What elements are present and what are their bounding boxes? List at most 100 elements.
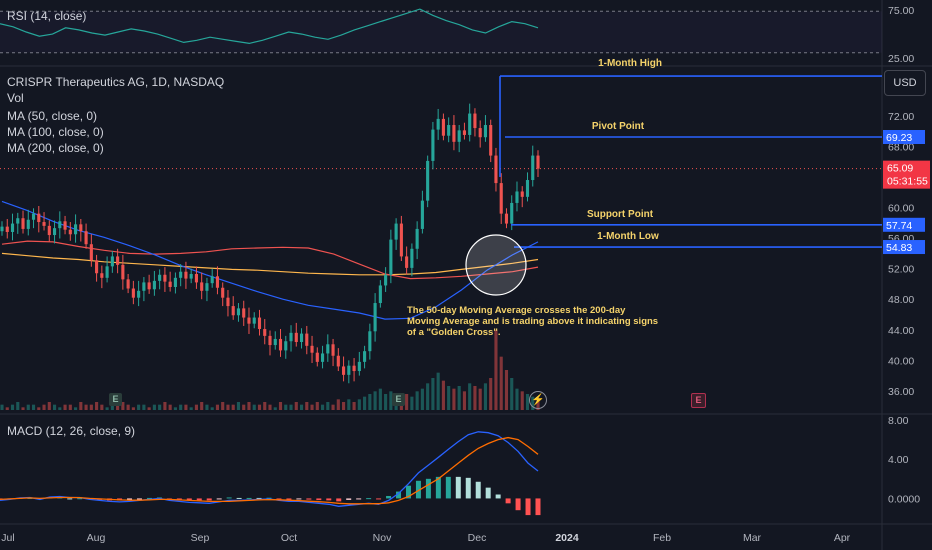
candle-body (52, 228, 57, 236)
volume-bar (426, 383, 430, 410)
macd-histogram-bar (505, 498, 511, 504)
candle-body (447, 125, 451, 136)
golden-cross-annotation: Moving Average and is trading above it i… (407, 316, 658, 327)
volume-bar (226, 404, 230, 410)
earnings-icon[interactable]: E (691, 393, 706, 408)
volume-bar (95, 402, 99, 410)
volume-bar (420, 388, 424, 410)
candle-body (37, 213, 41, 223)
volume-bar (74, 407, 78, 410)
volume-bar (405, 394, 409, 410)
rsi-legend[interactable]: RSI (14, close) (7, 9, 87, 23)
candle-body (525, 180, 530, 197)
level-label: 1-Month Low (597, 231, 659, 242)
rsi-band (0, 11, 882, 53)
macd-histogram-bar (525, 498, 531, 516)
volume-bar (179, 404, 183, 410)
macd-histogram-bar (226, 497, 232, 499)
ma100-legend[interactable]: MA (100, close, 0) (7, 125, 104, 139)
volume-bar (42, 404, 46, 410)
volume-bar (368, 394, 372, 410)
rsi-tick-label: 75.00 (888, 5, 914, 17)
ma50-line (1, 200, 539, 320)
level-badge-text: 69.23 (886, 132, 912, 144)
time-axis-label: 2024 (555, 532, 579, 544)
candle-body (510, 202, 514, 224)
candle-body (284, 341, 288, 351)
candle-body (431, 129, 435, 161)
volume-bar (347, 399, 351, 410)
macd-histogram-bar (256, 497, 262, 499)
volume-bar (315, 402, 319, 410)
candle-body (342, 366, 346, 375)
volume-bar (410, 396, 414, 410)
symbol-title[interactable]: CRISPR Therapeutics AG, 1D, NASDAQ (7, 75, 225, 89)
candle-body (415, 228, 419, 249)
level-badge (883, 217, 925, 232)
golden-cross-annotation: of a "Golden Cross". (407, 327, 500, 338)
volume-bar (184, 404, 188, 410)
time-axis-label: Nov (373, 532, 392, 544)
candle-body (399, 223, 403, 257)
volume-bar (483, 383, 488, 410)
volume-bar (431, 378, 435, 410)
candle-body (436, 118, 440, 130)
symbol-exchange: NASDAQ (173, 75, 225, 89)
volume-bar (363, 396, 367, 410)
candle-body (326, 344, 330, 354)
last-price-badge (883, 160, 930, 189)
candle-body (420, 200, 424, 229)
ma50-legend[interactable]: MA (50, close, 0) (7, 109, 98, 123)
candle-body (273, 338, 277, 346)
level-badge-text: 57.74 (886, 220, 912, 232)
candle-body (205, 283, 209, 291)
candle-body (168, 281, 172, 287)
volume-bar (147, 407, 151, 410)
candle-body (16, 218, 20, 224)
time-axis-label: Jul (1, 532, 14, 544)
volume-bar (462, 391, 466, 410)
earnings-icon[interactable]: E (109, 393, 122, 406)
candle-body (137, 290, 141, 298)
volume-bar (320, 404, 325, 410)
macd-histogram-bar (127, 498, 133, 500)
candle-body (389, 239, 393, 275)
candle-body (42, 222, 46, 226)
volume-bar (142, 404, 146, 410)
macd-histogram-bar (415, 480, 421, 499)
candle-body (294, 332, 298, 342)
macd-histogram-bar (67, 498, 73, 500)
volume-bar (384, 394, 388, 410)
volume-bar (247, 402, 251, 410)
ma200-legend[interactable]: MA (200, close, 0) (7, 141, 104, 155)
volume-bar (189, 407, 193, 410)
volume-bar (152, 404, 156, 410)
macd-legend[interactable]: MACD (12, 26, close, 9) (7, 424, 136, 438)
time-axis-label: Apr (834, 532, 851, 544)
candle-body (131, 288, 135, 298)
currency-button[interactable]: USD (884, 70, 926, 96)
candle-body (452, 125, 456, 142)
candle-body (31, 213, 36, 220)
volume-bar (31, 404, 36, 410)
candle-body (116, 256, 120, 265)
dividend-lightning-icon[interactable]: ⚡ (529, 391, 547, 409)
candle-body (478, 128, 482, 138)
vol-legend[interactable]: Vol (7, 91, 24, 105)
macd-histogram-bar (176, 498, 182, 500)
time-axis-label: Aug (87, 532, 106, 544)
candle-body (152, 280, 156, 290)
candle-body (189, 274, 193, 279)
earnings-icon[interactable]: E (392, 393, 405, 406)
rsi-tick-label: 25.00 (888, 53, 914, 65)
candle-body (257, 317, 262, 330)
candle-body (347, 365, 351, 375)
time-axis-label: Oct (281, 532, 297, 544)
volume-bar (110, 404, 114, 410)
macd-histogram-bar (206, 498, 212, 501)
price-tick-label: 52.00 (888, 264, 914, 276)
candle-body (95, 260, 99, 274)
macd-histogram-bar (306, 498, 312, 500)
candle-body (142, 282, 146, 291)
